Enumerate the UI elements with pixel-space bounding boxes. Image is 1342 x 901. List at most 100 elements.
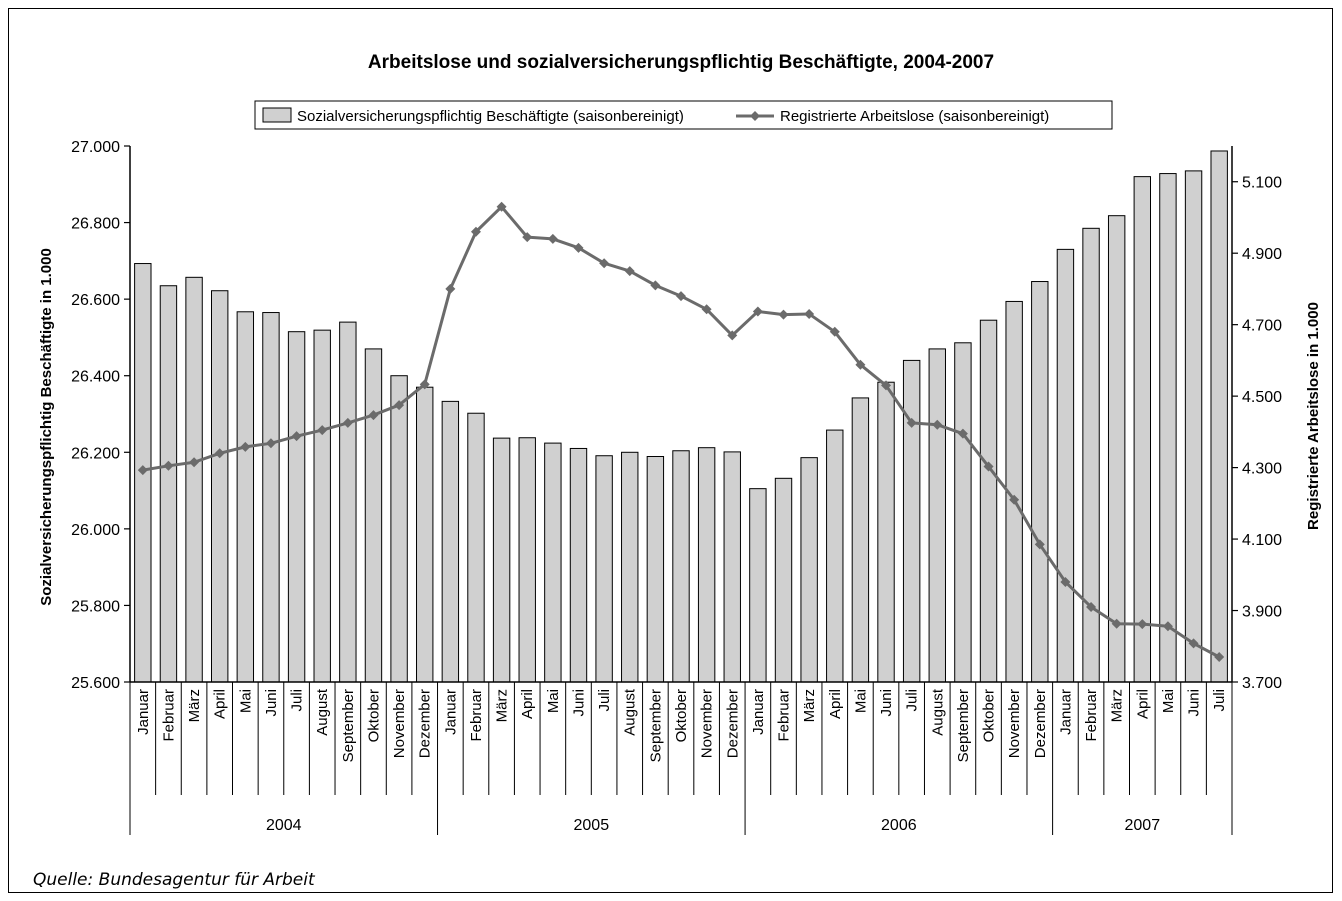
line-point [932, 419, 943, 430]
line-point [957, 428, 968, 439]
bar [416, 386, 434, 683]
category-label: März [494, 689, 511, 722]
bar [774, 477, 793, 683]
bar [1082, 227, 1100, 683]
category-label: Mai [1160, 689, 1177, 713]
bar [364, 348, 383, 683]
y-tick-label: 25.600 [71, 675, 120, 692]
bar [236, 311, 255, 683]
legend-line-label: Registrierte Arbeitslose (saisonbereinig… [780, 108, 1049, 125]
category-label: August [929, 688, 946, 736]
category-label: Februar [1083, 689, 1100, 742]
category-label: April [827, 689, 844, 719]
bar [954, 342, 972, 683]
category-label: März [801, 689, 818, 722]
y2-tick-label: 4.500 [1242, 389, 1282, 406]
bar [595, 455, 613, 683]
bar [826, 429, 844, 683]
bar [902, 359, 921, 683]
line-point [1188, 638, 1199, 649]
line-point [522, 232, 533, 243]
category-label: November [699, 689, 716, 758]
line-point [419, 379, 430, 390]
category-label: Februar [160, 689, 177, 742]
bar [390, 375, 408, 683]
bar [851, 397, 870, 683]
category-label: Oktober [673, 689, 690, 742]
line-point [1086, 601, 1097, 612]
line-point [804, 308, 815, 319]
category-label: Februar [776, 689, 793, 742]
legend-box [254, 100, 1113, 130]
line-point [650, 280, 661, 291]
category-label: März [186, 689, 203, 722]
line-point [368, 410, 379, 421]
line-series-group [137, 201, 1225, 662]
y2-tick-label: 4.300 [1242, 461, 1282, 478]
line-point [265, 438, 276, 449]
line-point [394, 400, 405, 411]
line-point [881, 380, 892, 391]
line-point [727, 330, 738, 341]
labels-group: 25.600 25.800 26.000 26.200 26.400 26.600 26.8… [71, 139, 1282, 834]
bar [211, 290, 229, 683]
y2-tick-label: 4.100 [1242, 532, 1282, 549]
category-label: Mai [852, 689, 869, 713]
bar [1184, 170, 1203, 683]
year-label: 2005 [574, 817, 610, 834]
source-note: Quelle: Bundesagentur für Arbeit [33, 870, 315, 890]
category-label: Oktober [365, 689, 382, 742]
category-label: März [1109, 689, 1126, 722]
line-point [496, 201, 507, 212]
year-label: 2007 [1125, 817, 1161, 834]
bar [441, 400, 460, 683]
bar [749, 488, 767, 683]
legend-bar-label: Sozialversicherungspflichtig Beschäftigt… [297, 108, 684, 125]
category-label: Januar [135, 689, 152, 735]
bar [928, 348, 946, 683]
bar [1210, 150, 1228, 683]
year-label: 2006 [881, 817, 917, 834]
category-label: Dezember [724, 689, 741, 758]
category-label: Juli [904, 689, 921, 712]
category-label: August [314, 688, 331, 736]
line-point [214, 448, 225, 459]
category-label: Juni [263, 689, 280, 717]
y-tick-label: 26.400 [71, 369, 120, 386]
category-label: Februar [468, 689, 485, 742]
category-label: April [1134, 689, 1151, 719]
line-point [778, 309, 789, 320]
year-label: 2004 [266, 817, 302, 834]
category-label: September [647, 689, 664, 762]
y2-axis-title: Registrierte Arbeitslose in 1.000 [1305, 302, 1322, 530]
y2-tick-label: 3.900 [1242, 604, 1282, 621]
line-point [137, 465, 148, 476]
category-label: April [212, 689, 229, 719]
bar [723, 451, 741, 683]
line-point [676, 291, 686, 302]
y-tick-label: 26.000 [71, 522, 120, 539]
category-label: Januar [442, 689, 459, 735]
bar [518, 437, 536, 683]
legend-bar-swatch [262, 107, 292, 123]
category-label: April [519, 689, 536, 719]
bar [1107, 215, 1126, 683]
bar [569, 447, 588, 683]
legend-line-marker [750, 111, 760, 121]
line-point [599, 258, 610, 269]
y-tick-label: 26.800 [71, 216, 120, 233]
category-label: Juni [570, 689, 587, 717]
category-label: November [1006, 689, 1023, 758]
line-point [547, 233, 558, 244]
category-label: Januar [750, 689, 767, 735]
line-point [470, 226, 481, 237]
category-label: Oktober [981, 689, 998, 742]
bar [492, 437, 511, 683]
line-point [983, 461, 994, 472]
bar [467, 412, 485, 683]
y-tick-label: 27.000 [71, 139, 120, 156]
category-label: Juni [1186, 689, 1203, 717]
line-point [855, 359, 866, 370]
bar [544, 442, 562, 683]
